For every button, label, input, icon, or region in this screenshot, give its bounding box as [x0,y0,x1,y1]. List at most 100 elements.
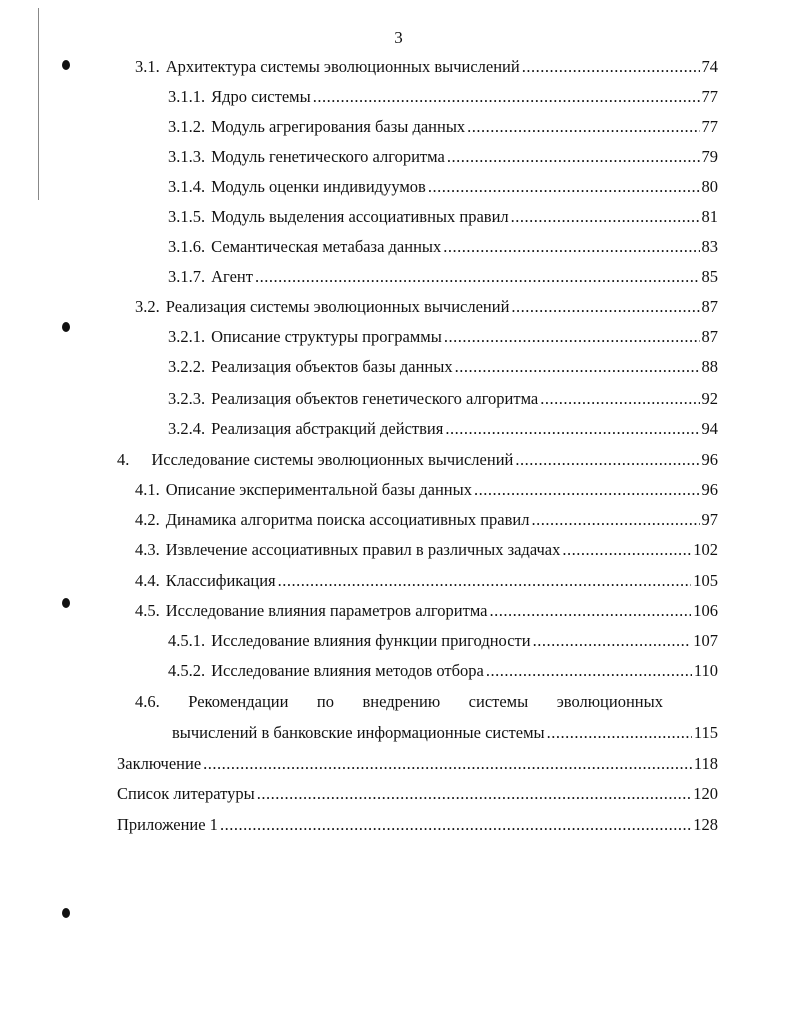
dot-leader [255,267,700,287]
toc-entry: 4.5.1. Исследование влияния функции приго… [168,631,718,653]
dot-leader [522,57,700,77]
toc-entry-page: 77 [701,117,719,136]
toc-entry-word: внедрению [362,692,441,711]
dot-leader [445,419,699,439]
toc-entry-page: 85 [701,267,719,286]
toc-entry-page: 80 [701,177,719,196]
toc-entry-title: Динамика алгоритма поиска ассоциативных … [165,510,530,529]
toc-entry-title: Ядро системы [211,87,311,106]
dot-leader [313,87,700,107]
dot-leader [531,510,699,530]
toc-entry-number: 4.6. [135,692,160,711]
toc-entry-conclusion: Заключение 118 [117,754,718,776]
toc-entry: 3.2.2. Реализация объектов базы данных 88 [168,357,718,379]
toc-entry-page: 92 [701,389,719,408]
toc-entry: 4.4. Классификация 105 [135,571,718,593]
toc-entry-number: 3.2.2. [168,357,206,376]
toc-entry-title: Заключение [117,754,202,773]
toc-entry-number: 3.2. [135,297,160,316]
toc-entry: 3.1.2. Модуль агрегирования базы данных 77 [168,117,718,139]
toc-entry-appendix: Приложение 1 128 [117,815,718,837]
toc-entry-title: Реализация системы эволюционных вычислен… [165,297,510,316]
punch-hole-mark [62,598,70,608]
toc-entry-title: Модуль генетического алгоритма [211,147,445,166]
dot-leader [278,571,692,591]
punch-hole-mark [62,908,70,918]
dot-leader [444,327,700,347]
dot-leader [257,784,692,804]
toc-entry-number: 3.1.3. [168,147,206,166]
toc-entry: 3.2. Реализация системы эволюционных вычи… [135,297,718,319]
toc-entry-references: Список литературы 120 [117,784,718,806]
toc-entry-title: Реализация объектов генетического алгори… [211,389,539,408]
toc-entry-number: 3.2.4. [168,419,206,438]
toc-entry-title: Агент [211,267,253,286]
toc-entry-page: 102 [693,540,718,559]
toc-entry-page: 97 [701,510,719,529]
toc-entry-word: по [316,692,335,711]
toc-entry-page: 105 [693,571,718,590]
toc-entry: 4.5.2. Исследование влияния методов отбор… [168,661,718,683]
toc-entry: 3.1.1. Ядро системы 77 [168,87,718,109]
dot-leader [511,297,699,317]
toc-entry-number: 3.1.6. [168,237,206,256]
toc-entry-word: Рекомендации [188,692,289,711]
toc-entry-title: Семантическая метабаза данных [211,237,442,256]
dot-leader [562,540,691,560]
toc-entry-number: 3.1.7. [168,267,206,286]
toc-entry: 3.1.3. Модуль генетического алгоритма 79 [168,147,718,169]
toc-entry-number: 3.1.5. [168,207,206,226]
toc-entry-title: Извлечение ассоциативных правил в различ… [165,540,561,559]
toc-entry-page: 118 [693,754,718,773]
dot-leader [533,631,692,651]
dot-leader [540,389,699,409]
toc-entry-number: 4.5. [135,601,160,620]
toc-entry-4-6-line1: 4.6. Рекомендации по внедрению системы э… [135,692,718,714]
dot-leader [474,480,700,500]
dot-leader [447,147,700,167]
toc-entry-title: Классификация [165,571,276,590]
dot-leader [428,177,700,197]
toc-entry-page: 74 [701,57,719,76]
toc-entry-title: Архитектура системы эволюционных вычисле… [165,57,520,76]
toc-entry-number: 3.1.4. [168,177,206,196]
toc-entry-page: 115 [693,723,718,742]
toc-entry-page: 77 [701,87,719,106]
toc-entry-page: 94 [701,419,719,438]
toc-entry-page: 81 [701,207,719,226]
toc-entry: 4.2. Динамика алгоритма поиска ассоциатив… [135,510,718,532]
toc-entry-number: 4.3. [135,540,160,559]
toc-entry-page: 120 [693,784,718,803]
toc-entry-page: 96 [701,450,719,469]
toc-entry-number: 3.1. [135,57,160,76]
toc-entry: 4.1. Описание экспериментальной базы данн… [135,480,718,502]
dot-leader [515,450,699,470]
toc-entry-title: Модуль выделения ассоциативных правил [211,207,509,226]
dot-leader [443,237,699,257]
toc-entry-word: эволюционных [556,692,663,711]
toc-entry-title: Модуль оценки индивидуумов [211,177,426,196]
toc-entry-title: Приложение 1 [117,815,218,834]
toc-entry-number: 3.1.1. [168,87,206,106]
punch-hole-mark [62,322,70,332]
toc-entry-number: 4.1. [135,480,160,499]
toc-entry: 3.1. Архитектура системы эволюционных выч… [135,57,718,79]
dot-leader [220,815,691,835]
scan-margin-line [38,8,39,200]
toc-entry: 3.1.6. Семантическая метабаза данных 83 [168,237,718,259]
toc-entry-title: Исследование влияния функции пригодности [211,631,531,650]
toc-entry-title: Исследование системы эволюционных вычисл… [151,450,514,469]
toc-entry: 4.5. Исследование влияния параметров алго… [135,601,718,623]
toc-entry-number: 4.2. [135,510,160,529]
dot-leader [486,661,692,681]
toc-entry-page: 128 [693,815,718,834]
toc-entry: 3.1.5. Модуль выделения ассоциативных пра… [168,207,718,229]
toc-entry-title: Исследование влияния параметров алгоритм… [165,601,488,620]
toc-entry-page: 83 [701,237,719,256]
dot-leader [511,207,700,227]
toc-entry-page: 96 [701,480,719,499]
dot-leader [203,754,692,774]
toc-entry-title: Список литературы [117,784,255,803]
toc-entry: 4. Исследование системы эволюционных вычи… [117,450,718,472]
punch-hole-mark [62,60,70,70]
